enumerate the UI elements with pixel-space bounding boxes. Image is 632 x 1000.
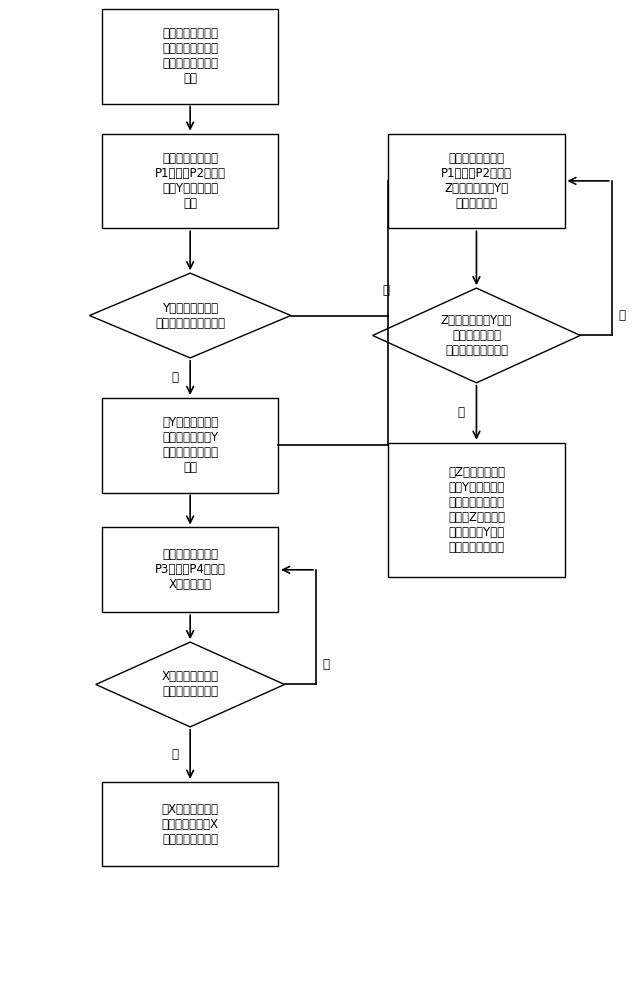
FancyBboxPatch shape	[102, 398, 278, 493]
FancyBboxPatch shape	[102, 134, 278, 228]
Text: 对Z方向原有坐标
值和Y方向初次校
准后坐标值进行补
偿得到Z方向校准
后坐标值和Y方向
二次校准后坐标值: 对Z方向原有坐标 值和Y方向初次校 准后坐标值进行补 偿得到Z方向校准 后坐标值…	[448, 466, 505, 554]
FancyBboxPatch shape	[388, 443, 564, 577]
Text: 对Y方向原有坐标
值进行补偿得到Y
方向初次校准后坐
标值: 对Y方向原有坐标 值进行补偿得到Y 方向初次校准后坐 标值	[162, 416, 218, 474]
Text: Z方向补偿量和Y方向
二次补偿量是否
都在精度数值范围内: Z方向补偿量和Y方向 二次补偿量是否 都在精度数值范围内	[441, 314, 512, 357]
Text: 是: 是	[457, 406, 465, 419]
FancyBboxPatch shape	[102, 9, 278, 104]
FancyBboxPatch shape	[102, 782, 278, 866]
Text: 机器人末端工具从
P1运动到P2，计算
得到Y方向初次补
偿量: 机器人末端工具从 P1运动到P2，计算 得到Y方向初次补 偿量	[155, 152, 226, 210]
Text: 是: 是	[171, 748, 178, 761]
Polygon shape	[373, 288, 580, 383]
Text: 是: 是	[171, 371, 178, 384]
FancyBboxPatch shape	[102, 527, 278, 612]
Text: 对X方向原有坐标
值进行补偿得到X
方向校准后坐标值: 对X方向原有坐标 值进行补偿得到X 方向校准后坐标值	[162, 803, 219, 846]
Text: 否: 否	[618, 309, 625, 322]
Text: Y方向初次补偿量
是否在精度数值范围内: Y方向初次补偿量 是否在精度数值范围内	[155, 302, 225, 330]
Polygon shape	[96, 642, 284, 727]
Polygon shape	[90, 273, 291, 358]
Text: X方向补偿量是否
在精度数值范围内: X方向补偿量是否 在精度数值范围内	[162, 670, 219, 698]
Text: 否: 否	[382, 284, 389, 297]
FancyBboxPatch shape	[388, 134, 564, 228]
Text: 机器人末端工具从
P3运动到P4，计算
X方向补偿量: 机器人末端工具从 P3运动到P4，计算 X方向补偿量	[155, 548, 226, 591]
Text: 在基座坐标系中建
立四个定位点，并
计算得到初始补偿
参数: 在基座坐标系中建 立四个定位点，并 计算得到初始补偿 参数	[162, 27, 218, 85]
Text: 机器人末端工具从
P1运动到P2，计算
Z方向补偿量和Y方
向二次补偿量: 机器人末端工具从 P1运动到P2，计算 Z方向补偿量和Y方 向二次补偿量	[441, 152, 512, 210]
Text: 否: 否	[322, 658, 329, 671]
